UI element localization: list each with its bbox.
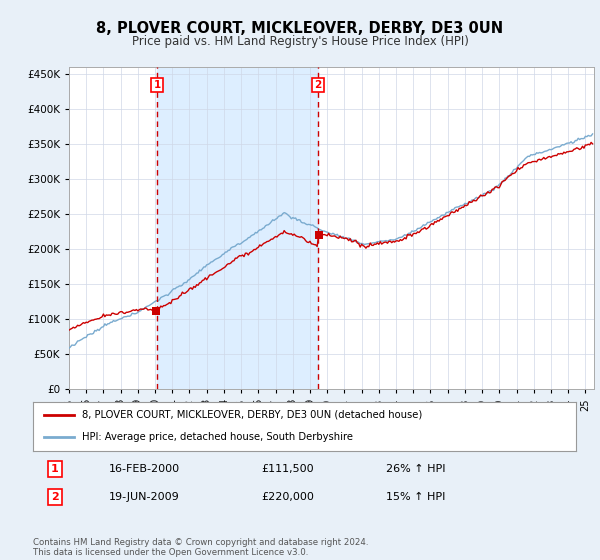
Text: Contains HM Land Registry data © Crown copyright and database right 2024.
This d: Contains HM Land Registry data © Crown c… bbox=[33, 538, 368, 557]
Bar bbox=[157, 67, 318, 389]
Text: 8, PLOVER COURT, MICKLEOVER, DERBY, DE3 0UN (detached house): 8, PLOVER COURT, MICKLEOVER, DERBY, DE3 … bbox=[82, 410, 422, 420]
Text: 26% ↑ HPI: 26% ↑ HPI bbox=[386, 464, 445, 474]
Text: Price paid vs. HM Land Registry's House Price Index (HPI): Price paid vs. HM Land Registry's House … bbox=[131, 35, 469, 48]
Text: 19-JUN-2009: 19-JUN-2009 bbox=[109, 492, 180, 502]
Text: 8, PLOVER COURT, MICKLEOVER, DERBY, DE3 0UN: 8, PLOVER COURT, MICKLEOVER, DERBY, DE3 … bbox=[97, 21, 503, 36]
Text: £111,500: £111,500 bbox=[261, 464, 314, 474]
Text: 2: 2 bbox=[314, 80, 322, 90]
Text: HPI: Average price, detached house, South Derbyshire: HPI: Average price, detached house, Sout… bbox=[82, 432, 353, 442]
Text: 2: 2 bbox=[51, 492, 59, 502]
Text: 15% ↑ HPI: 15% ↑ HPI bbox=[386, 492, 445, 502]
Text: £220,000: £220,000 bbox=[261, 492, 314, 502]
Text: 1: 1 bbox=[154, 80, 161, 90]
Text: 1: 1 bbox=[51, 464, 59, 474]
Text: 16-FEB-2000: 16-FEB-2000 bbox=[109, 464, 180, 474]
